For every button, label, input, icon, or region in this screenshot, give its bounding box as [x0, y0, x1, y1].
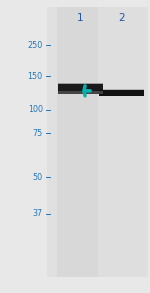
Bar — [98, 7, 145, 277]
Bar — [99, 89, 144, 92]
Bar — [47, 7, 148, 277]
Text: 50: 50 — [33, 173, 43, 182]
Text: 150: 150 — [28, 72, 43, 81]
Bar — [58, 84, 103, 89]
Text: 2: 2 — [118, 13, 125, 23]
Text: 100: 100 — [28, 105, 43, 114]
Bar — [58, 91, 103, 94]
Text: 250: 250 — [27, 41, 43, 50]
Bar — [57, 7, 104, 277]
Text: 75: 75 — [33, 129, 43, 138]
Text: 37: 37 — [33, 209, 43, 218]
Bar — [58, 84, 103, 94]
Text: 1: 1 — [77, 13, 84, 23]
Bar — [99, 90, 144, 96]
